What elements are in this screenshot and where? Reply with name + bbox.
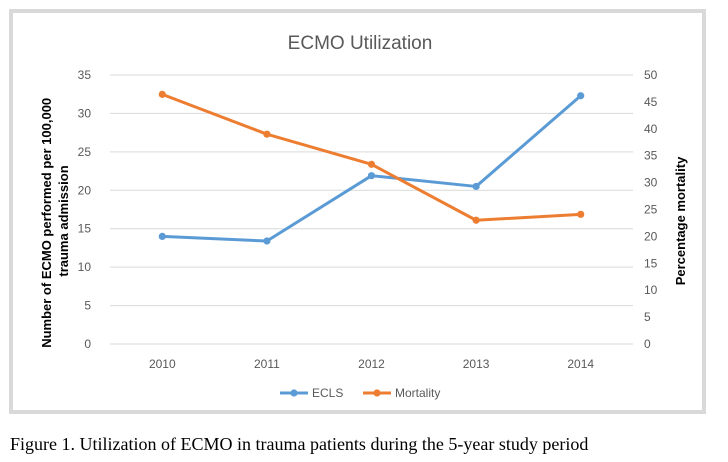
left-tick-label: 5 — [84, 299, 91, 313]
right-tick-label: 30 — [644, 176, 658, 190]
data-point-mortality — [472, 216, 480, 224]
legend: ECLS Mortality — [280, 386, 440, 400]
data-point-ecls — [472, 182, 480, 191]
right-tick-label: 50 — [644, 68, 658, 82]
left-tick-label: 25 — [78, 145, 92, 159]
x-tick-label: 2014 — [567, 357, 594, 371]
right-tick-label: 45 — [644, 95, 658, 109]
left-axis-title-line-2: trauma admission — [56, 165, 71, 276]
left-tick-label: 15 — [78, 222, 92, 236]
right-tick-label: 25 — [644, 203, 658, 217]
x-tick-label: 2011 — [254, 357, 280, 371]
legend-label-mortality: Mortality — [395, 386, 440, 400]
x-axis-ticks: 2010 2011 2012 2013 2014 — [149, 357, 594, 371]
left-axis-ticks: 0 5 10 15 20 25 30 35 — [78, 68, 92, 351]
chart-title: ECMO Utilization — [288, 33, 433, 54]
left-tick-label: 35 — [78, 68, 92, 82]
data-point-mortality — [158, 90, 166, 98]
right-tick-label: 20 — [644, 229, 658, 243]
left-tick-label: 0 — [84, 337, 91, 351]
right-tick-label: 35 — [644, 149, 658, 163]
data-point-ecls — [263, 237, 271, 245]
x-tick-label: 2013 — [463, 357, 490, 371]
legend-marker-ecls — [290, 389, 298, 397]
right-axis-ticks: 0 5 10 15 20 25 30 35 40 45 50 — [644, 68, 658, 351]
chart-frame: ECMO Utilization 0 5 10 15 20 25 30 35 0 5 10 15 20… — [9, 9, 706, 414]
data-point-ecls — [158, 232, 166, 240]
right-tick-label: 5 — [644, 310, 651, 324]
left-axis-title-line-1: Number of ECMO performed per 100,000 — [39, 98, 54, 348]
legend-label-ecls: ECLS — [312, 386, 343, 400]
figure-caption: Figure 1. Utilization of ECMO in trauma … — [10, 434, 589, 454]
series-layer — [158, 90, 585, 245]
right-tick-label: 0 — [644, 337, 651, 351]
data-point-mortality — [263, 130, 271, 138]
chart-svg: ECMO Utilization 0 5 10 15 20 25 30 35 0 5 10 15 20… — [39, 33, 688, 400]
left-axis-title: Number of ECMO performed per 100,000 tra… — [39, 94, 71, 348]
data-point-mortality — [577, 210, 585, 218]
left-tick-label: 20 — [78, 183, 92, 197]
data-point-mortality — [367, 160, 376, 168]
right-tick-label: 40 — [644, 122, 658, 136]
right-tick-label: 15 — [644, 256, 658, 270]
data-point-ecls — [367, 172, 376, 180]
left-tick-label: 30 — [78, 106, 92, 120]
right-axis-title: Percentage mortality — [673, 156, 688, 285]
gridlines — [110, 74, 633, 345]
data-point-ecls — [577, 92, 585, 100]
right-tick-label: 10 — [644, 283, 658, 297]
x-tick-label: 2010 — [149, 357, 176, 371]
legend-marker-mortality — [373, 389, 381, 397]
left-tick-label: 10 — [78, 260, 92, 274]
x-tick-label: 2012 — [358, 357, 385, 371]
